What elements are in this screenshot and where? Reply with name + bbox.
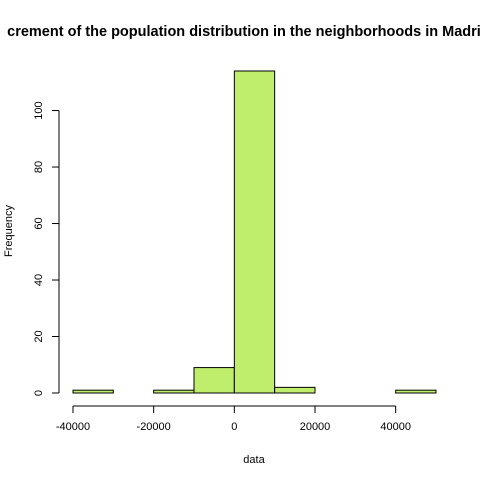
histogram-bar xyxy=(395,389,437,394)
y-tick-label: 40 xyxy=(33,274,45,286)
x-tick-label: 0 xyxy=(231,421,237,433)
y-tick-label: 100 xyxy=(33,101,45,119)
bars-layer xyxy=(72,70,437,394)
x-tick-label: 40000 xyxy=(380,421,411,433)
x-tick-label: -40000 xyxy=(56,421,90,433)
x-tick-label: -20000 xyxy=(137,421,171,433)
x-axis-label: data xyxy=(243,454,265,466)
y-axis: 0 20 40 60 80 100 xyxy=(33,101,60,396)
x-axis: -40000 -20000 0 20000 40000 xyxy=(56,405,411,433)
x-tick-label: 20000 xyxy=(300,421,331,433)
y-tick-label: 20 xyxy=(33,330,45,342)
chart-title: crement of the population distribution i… xyxy=(7,24,480,40)
histogram-bar xyxy=(193,367,235,394)
histogram-bar xyxy=(274,386,316,394)
histogram-bar xyxy=(233,70,276,394)
histogram-bar xyxy=(153,389,195,394)
histogram-bar xyxy=(72,389,114,394)
y-tick-label: 60 xyxy=(33,217,45,229)
y-tick-label: 80 xyxy=(33,161,45,173)
y-axis-label: Frequency xyxy=(3,205,15,257)
y-tick-label: 0 xyxy=(33,390,45,396)
